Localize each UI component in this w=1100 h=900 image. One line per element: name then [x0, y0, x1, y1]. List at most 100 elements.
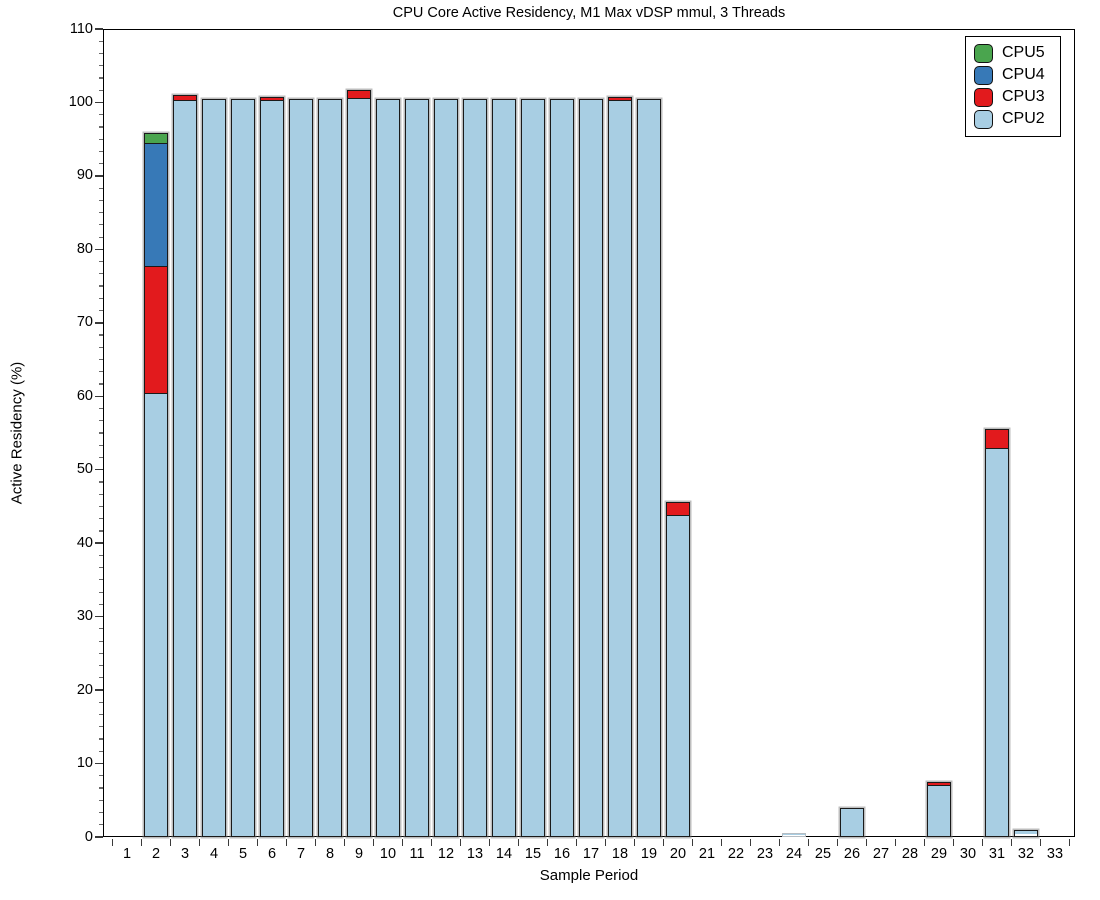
- y-axis-minor-tick: [98, 150, 103, 152]
- bar-segment-cpu3: [174, 96, 196, 100]
- x-axis-tick: [981, 838, 984, 846]
- bar-period-13: [463, 99, 487, 837]
- y-axis-minor-tick: [98, 787, 103, 789]
- bar-segment-cpu2: [145, 393, 167, 836]
- x-axis-tick: [198, 838, 201, 846]
- bar-period-16: [550, 99, 574, 837]
- y-axis-minor-tick: [98, 52, 103, 55]
- y-axis-major-tick: [95, 395, 103, 398]
- bar-period-12: [434, 99, 458, 837]
- x-axis-tick: [633, 838, 636, 846]
- bar-segment-cpu3: [145, 265, 167, 394]
- y-axis-minor-tick: [98, 824, 103, 826]
- x-tick-label: 7: [296, 846, 306, 862]
- bar-segment-cpu2: [464, 100, 486, 836]
- x-axis-tick: [807, 838, 810, 846]
- bar-segment-cpu2: [203, 100, 225, 836]
- y-axis-major-tick: [95, 248, 103, 251]
- bar-period-6: [260, 96, 284, 837]
- y-axis-minor-tick: [98, 518, 103, 520]
- y-axis-minor-tick: [98, 481, 103, 483]
- y-axis-minor-tick: [98, 567, 103, 569]
- x-axis-tick: [430, 838, 433, 846]
- x-axis-tick: [169, 838, 172, 846]
- bar-segment-cpu5: [145, 134, 167, 144]
- y-axis-minor-tick: [98, 579, 103, 581]
- y-axis-minor-tick: [98, 750, 103, 752]
- x-tick-label: 11: [409, 846, 425, 862]
- x-tick-label: 6: [267, 846, 277, 862]
- chart-title: CPU Core Active Residency, M1 Max vDSP m…: [392, 5, 786, 21]
- x-tick-label: 12: [437, 846, 455, 862]
- y-axis-minor-tick: [98, 273, 103, 275]
- bar-segment-cpu2: [290, 100, 312, 836]
- bar-period-2: [144, 133, 168, 837]
- y-axis-minor-tick: [98, 371, 103, 373]
- y-axis-minor-tick: [98, 799, 103, 801]
- x-axis-tick: [604, 838, 607, 846]
- y-tick-label: 50: [76, 461, 93, 478]
- plot-area: [103, 29, 1075, 837]
- x-axis-tick: [778, 838, 781, 846]
- bar-segment-cpu2: [551, 100, 573, 836]
- x-tick-label: 9: [354, 846, 364, 862]
- legend-label: CPU2: [1002, 110, 1045, 127]
- bar-segment-cpu3: [261, 97, 283, 100]
- bar-period-8: [318, 99, 342, 837]
- x-tick-label: 1: [122, 846, 132, 862]
- y-tick-label: 90: [76, 167, 93, 184]
- y-tick-label: 10: [76, 755, 93, 772]
- bar-period-7: [289, 99, 313, 837]
- x-axis-tick: [111, 838, 114, 846]
- bar-segment-cpu3: [928, 782, 950, 786]
- y-tick-label: 20: [76, 681, 93, 698]
- y-axis-minor-tick: [98, 285, 103, 287]
- x-axis-tick: [401, 838, 404, 846]
- bar-segment-cpu3: [667, 503, 689, 516]
- y-axis-minor-tick: [98, 493, 103, 495]
- x-axis-tick: [488, 838, 491, 846]
- y-axis-minor-tick: [98, 603, 103, 605]
- x-axis-tick: [1068, 838, 1071, 846]
- y-axis-minor-tick: [98, 554, 103, 556]
- x-axis-tick: [285, 838, 288, 846]
- x-tick-label: 21: [698, 846, 716, 862]
- x-axis-tick: [256, 838, 259, 846]
- y-tick-label: 40: [76, 534, 93, 551]
- y-axis-major-tick: [95, 762, 103, 765]
- bar-period-29: [927, 781, 951, 837]
- x-tick-label: 23: [756, 846, 774, 862]
- bar-segment-cpu2: [174, 99, 196, 836]
- y-axis-minor-tick: [98, 138, 103, 140]
- bar-period-17: [579, 99, 603, 837]
- legend-row-cpu2: CPU2: [974, 108, 1052, 130]
- y-axis-minor-tick: [98, 726, 103, 728]
- x-tick-label: 20: [669, 846, 687, 862]
- x-axis-tick: [923, 838, 926, 846]
- y-axis-minor-tick: [98, 224, 103, 226]
- x-axis-tick: [227, 838, 230, 846]
- y-axis-minor-tick: [98, 199, 103, 201]
- x-tick-label: 4: [209, 846, 219, 862]
- y-axis-minor-tick: [98, 775, 103, 777]
- x-tick-label: 25: [814, 846, 832, 862]
- y-axis-minor-tick: [98, 701, 103, 703]
- bar-segment-cpu2: [580, 100, 602, 836]
- y-axis-minor-tick: [98, 40, 103, 42]
- bar-segment-cpu2: [406, 100, 428, 836]
- bar-segment-cpu2: [522, 100, 544, 836]
- x-axis-tick: [691, 838, 694, 846]
- x-tick-label: 2: [151, 846, 161, 862]
- y-axis-minor-tick: [98, 126, 103, 128]
- bar-period-9: [347, 89, 371, 837]
- bar-segment-cpu2: [377, 100, 399, 836]
- y-axis-minor-tick: [98, 420, 103, 422]
- y-axis-minor-tick: [98, 432, 103, 434]
- legend-row-cpu5: CPU5: [974, 42, 1052, 64]
- x-axis-tick: [662, 838, 665, 846]
- bar-segment-cpu4: [145, 143, 167, 266]
- bar-period-18: [608, 97, 632, 837]
- y-tick-label: 60: [76, 387, 93, 404]
- bar-period-10: [376, 99, 400, 837]
- y-axis-major-tick: [95, 101, 103, 104]
